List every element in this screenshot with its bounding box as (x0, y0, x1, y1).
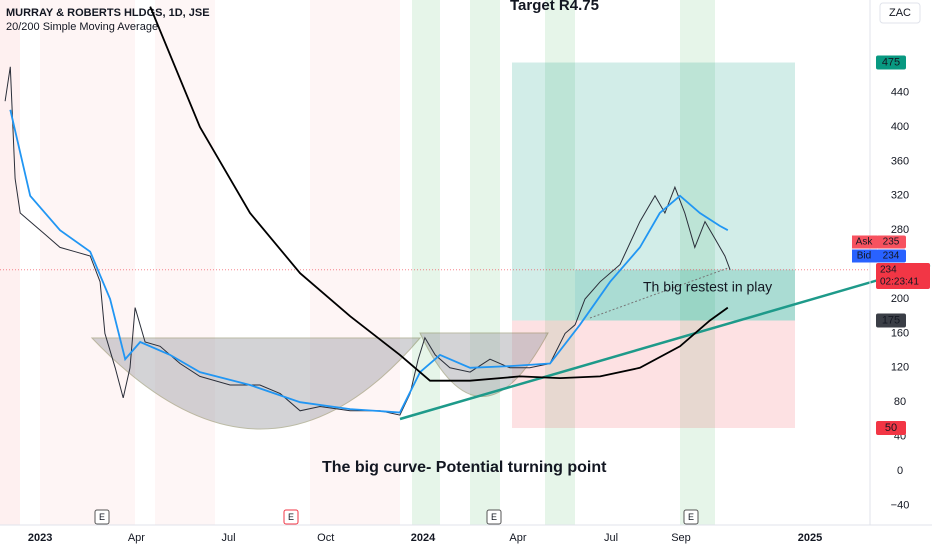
x-tick-label: Jul (604, 532, 618, 544)
event-marker (683, 509, 699, 525)
y-tick-label: 320 (891, 190, 909, 202)
event-marker (486, 509, 502, 525)
y-tick-label: 400 (891, 121, 909, 133)
series-line (4, 66, 731, 416)
y-tick-label: −40 (891, 499, 910, 511)
price-tag (876, 249, 906, 263)
event-marker (94, 509, 110, 525)
annotation: The big curve- Potential turning point (322, 459, 607, 476)
chart-title: MURRAY & ROBERTS HLDGS, 1D, JSE (6, 7, 210, 19)
x-tick-label: 2023 (28, 532, 52, 544)
price-tag (876, 420, 906, 435)
series-line (9, 109, 729, 414)
price-tag (876, 235, 906, 249)
x-tick-label: 2025 (798, 532, 822, 544)
x-tick-label: Apr (509, 532, 526, 544)
restest-line (589, 267, 729, 319)
x-tick-label: 2024 (411, 532, 436, 544)
target-zone (512, 62, 795, 321)
annotation: Target R4.75 (510, 0, 599, 14)
y-tick-label: 440 (891, 87, 909, 99)
quote-value: 234 (883, 251, 900, 262)
currency[interactable]: ZAC (889, 7, 911, 19)
price-tag (876, 55, 906, 70)
x-tick-label: Oct (317, 532, 334, 544)
chart-subtitle: 20/200 Simple Moving Average (6, 21, 158, 33)
price-label: 50 (885, 422, 897, 434)
y-tick-label: 0 (897, 465, 903, 477)
quote-tag (852, 235, 877, 249)
series-line (149, 6, 729, 382)
quote-name: Ask (856, 237, 874, 248)
price-label: 475 (882, 56, 900, 68)
event-label: E (688, 512, 694, 522)
y-tick-label: 160 (891, 327, 909, 339)
quote-value: 235 (883, 237, 900, 248)
x-tick-label: Jul (221, 532, 235, 544)
quote-tag (852, 249, 877, 263)
last-timer: 02:23:41 (880, 277, 919, 288)
cup-shape (90, 337, 422, 430)
event-marker (283, 509, 299, 525)
y-tick-label: 200 (891, 293, 909, 305)
price-tag (876, 313, 906, 328)
annotation: Th big restest in play (643, 279, 772, 295)
restest-zone (575, 269, 795, 321)
event-label: E (99, 512, 105, 522)
y-tick-label: 120 (891, 362, 909, 374)
y-tick-label: 80 (894, 396, 906, 408)
y-tick-label: 360 (891, 155, 909, 167)
currency-box[interactable] (879, 2, 921, 24)
last-tag (876, 263, 930, 289)
x-tick-label: Sep (671, 532, 691, 544)
quote-name: Bid (857, 251, 871, 262)
x-tick-label: Apr (128, 532, 145, 544)
last-value: 234 (880, 265, 897, 276)
stop-zone (512, 320, 795, 428)
trendline (399, 263, 931, 421)
y-tick-label: 280 (891, 224, 909, 236)
event-label: E (288, 512, 294, 522)
price-label: 175 (882, 314, 900, 326)
background-stripes (0, 0, 715, 525)
event-label: E (491, 512, 497, 522)
